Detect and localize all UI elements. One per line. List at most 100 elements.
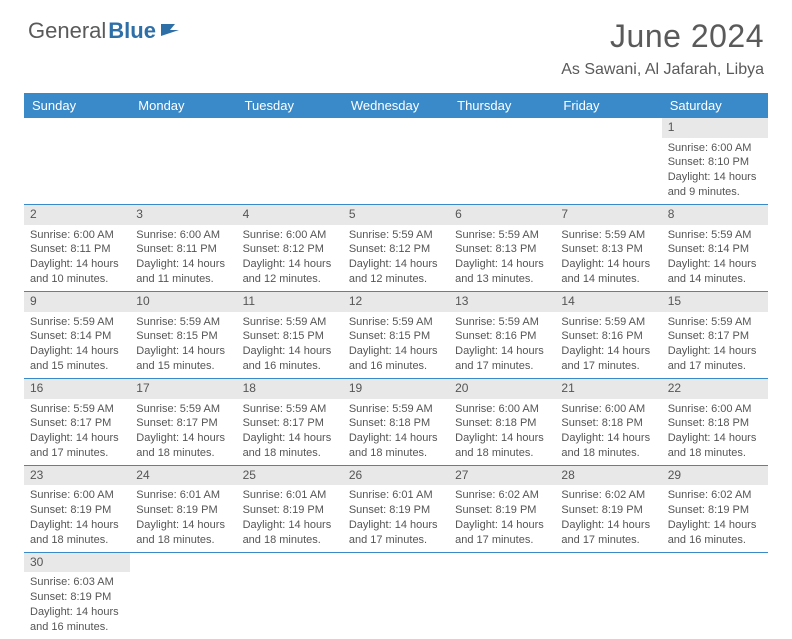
day-detail-line: Daylight: 14 hours [243,257,337,272]
calendar-day-cell [130,552,236,638]
day-number: 18 [237,379,343,399]
day-detail-line: Daylight: 14 hours [668,344,762,359]
day-detail-line: Sunrise: 5:59 AM [243,402,337,417]
day-number: 5 [343,205,449,225]
day-number: 3 [130,205,236,225]
day-detail-line: Daylight: 14 hours [243,344,337,359]
day-number: 30 [24,553,130,573]
day-detail-line: Daylight: 14 hours [561,257,655,272]
day-number: 10 [130,292,236,312]
day-detail-line: Sunset: 8:12 PM [349,242,443,257]
day-detail-line: Sunset: 8:19 PM [349,503,443,518]
day-detail-line: and 18 minutes. [30,533,124,548]
day-header: Tuesday [237,93,343,118]
day-detail-line: Sunset: 8:14 PM [668,242,762,257]
day-detail-line: Daylight: 14 hours [349,344,443,359]
calendar-day-cell [130,118,236,204]
day-detail-line: Daylight: 14 hours [136,431,230,446]
day-detail-line: Daylight: 14 hours [136,344,230,359]
day-number: 15 [662,292,768,312]
day-detail-line: Sunset: 8:17 PM [136,416,230,431]
day-detail-line: and 17 minutes. [455,533,549,548]
day-detail-line: Sunrise: 6:01 AM [243,488,337,503]
day-detail-line: Sunrise: 6:01 AM [349,488,443,503]
day-detail-line: and 11 minutes. [136,272,230,287]
day-detail-line: and 16 minutes. [243,359,337,374]
day-detail-line: Sunset: 8:18 PM [455,416,549,431]
day-number: 7 [555,205,661,225]
day-number: 14 [555,292,661,312]
day-detail-line: and 15 minutes. [136,359,230,374]
day-details: Sunrise: 6:01 AMSunset: 8:19 PMDaylight:… [343,485,449,551]
day-number: 21 [555,379,661,399]
calendar-week-row: 9Sunrise: 5:59 AMSunset: 8:14 PMDaylight… [24,291,768,378]
calendar-day-cell: 28Sunrise: 6:02 AMSunset: 8:19 PMDayligh… [555,465,661,552]
day-detail-line: Sunrise: 5:59 AM [455,315,549,330]
day-detail-line: Sunrise: 6:01 AM [136,488,230,503]
day-detail-line: Daylight: 14 hours [30,605,124,620]
day-detail-line: Daylight: 14 hours [668,170,762,185]
calendar-day-cell: 25Sunrise: 6:01 AMSunset: 8:19 PMDayligh… [237,465,343,552]
day-detail-line: Daylight: 14 hours [668,518,762,533]
day-details: Sunrise: 6:02 AMSunset: 8:19 PMDaylight:… [555,485,661,551]
day-detail-line: Sunset: 8:13 PM [455,242,549,257]
day-detail-line: Sunset: 8:19 PM [30,503,124,518]
calendar-day-cell: 26Sunrise: 6:01 AMSunset: 8:19 PMDayligh… [343,465,449,552]
day-detail-line: Sunset: 8:11 PM [30,242,124,257]
calendar-day-cell [343,118,449,204]
day-details: Sunrise: 5:59 AMSunset: 8:13 PMDaylight:… [555,225,661,291]
day-details: Sunrise: 6:00 AMSunset: 8:18 PMDaylight:… [555,399,661,465]
calendar-day-cell: 3Sunrise: 6:00 AMSunset: 8:11 PMDaylight… [130,204,236,291]
calendar-day-cell [662,552,768,638]
day-details: Sunrise: 5:59 AMSunset: 8:15 PMDaylight:… [343,312,449,378]
calendar-day-cell [555,118,661,204]
calendar-day-cell: 1Sunrise: 6:00 AMSunset: 8:10 PMDaylight… [662,118,768,204]
day-detail-line: Sunset: 8:19 PM [243,503,337,518]
logo: General Blue [28,18,183,44]
day-detail-line: Sunrise: 5:59 AM [30,402,124,417]
day-header: Monday [130,93,236,118]
day-detail-line: Daylight: 14 hours [30,257,124,272]
day-details: Sunrise: 6:00 AMSunset: 8:12 PMDaylight:… [237,225,343,291]
day-number: 24 [130,466,236,486]
day-details: Sunrise: 6:02 AMSunset: 8:19 PMDaylight:… [662,485,768,551]
day-details: Sunrise: 6:00 AMSunset: 8:18 PMDaylight:… [662,399,768,465]
day-number: 2 [24,205,130,225]
day-detail-line: Daylight: 14 hours [455,344,549,359]
day-detail-line: and 16 minutes. [668,533,762,548]
day-number: 16 [24,379,130,399]
day-detail-line: Sunrise: 5:59 AM [136,402,230,417]
day-detail-line: Sunrise: 6:00 AM [561,402,655,417]
calendar-table: SundayMondayTuesdayWednesdayThursdayFrid… [24,93,768,639]
day-detail-line: Sunrise: 5:59 AM [668,228,762,243]
day-details: Sunrise: 6:01 AMSunset: 8:19 PMDaylight:… [237,485,343,551]
day-number: 22 [662,379,768,399]
day-header: Friday [555,93,661,118]
calendar-day-cell [343,552,449,638]
day-detail-line: Sunset: 8:19 PM [455,503,549,518]
calendar-day-cell: 8Sunrise: 5:59 AMSunset: 8:14 PMDaylight… [662,204,768,291]
day-number: 20 [449,379,555,399]
day-number: 23 [24,466,130,486]
day-detail-line: and 16 minutes. [349,359,443,374]
calendar-week-row: 16Sunrise: 5:59 AMSunset: 8:17 PMDayligh… [24,378,768,465]
day-detail-line: Sunset: 8:15 PM [349,329,443,344]
calendar-day-cell: 22Sunrise: 6:00 AMSunset: 8:18 PMDayligh… [662,378,768,465]
logo-text-general: General [28,18,106,44]
day-details: Sunrise: 6:00 AMSunset: 8:19 PMDaylight:… [24,485,130,551]
calendar-day-cell: 27Sunrise: 6:02 AMSunset: 8:19 PMDayligh… [449,465,555,552]
day-detail-line: Sunrise: 6:02 AM [455,488,549,503]
day-details: Sunrise: 6:00 AMSunset: 8:11 PMDaylight:… [130,225,236,291]
day-details: Sunrise: 6:00 AMSunset: 8:11 PMDaylight:… [24,225,130,291]
day-detail-line: Sunrise: 5:59 AM [30,315,124,330]
day-detail-line: Sunset: 8:19 PM [30,590,124,605]
day-number: 12 [343,292,449,312]
day-detail-line: Sunset: 8:17 PM [668,329,762,344]
day-detail-line: Sunrise: 5:59 AM [349,402,443,417]
day-detail-line: Sunset: 8:17 PM [30,416,124,431]
day-detail-line: Daylight: 14 hours [561,518,655,533]
calendar-day-cell: 11Sunrise: 5:59 AMSunset: 8:15 PMDayligh… [237,291,343,378]
header: General Blue June 2024 As Sawani, Al Jaf… [0,0,792,87]
logo-text-blue: Blue [108,18,156,44]
day-details: Sunrise: 5:59 AMSunset: 8:14 PMDaylight:… [24,312,130,378]
